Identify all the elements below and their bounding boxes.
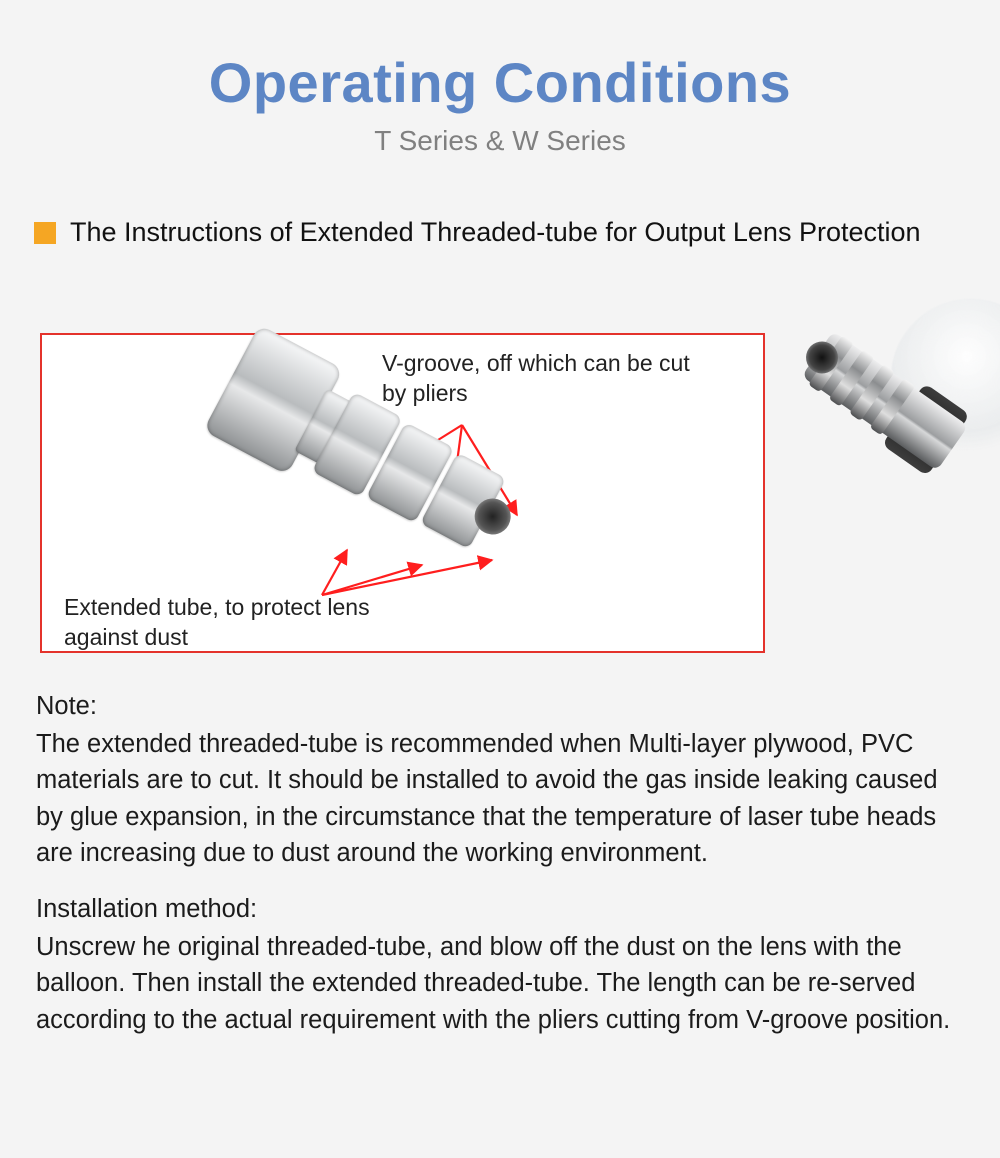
bullet-square-icon [34, 222, 56, 244]
page: Operating Conditions T Series & W Series… [0, 0, 1000, 1158]
diagram-frame: V-groove, off which can be cut by pliers [40, 333, 765, 653]
note-label: Note: [36, 688, 960, 724]
install-body: Unscrew he original threaded-tube, and b… [36, 929, 960, 1038]
section-heading-row: The Instructions of Extended Threaded-tu… [30, 217, 970, 248]
section-heading: The Instructions of Extended Threaded-tu… [70, 217, 921, 248]
page-title: Operating Conditions [30, 50, 970, 115]
page-subtitle: T Series & W Series [30, 125, 970, 157]
body-text: Note: The extended threaded-tube is reco… [30, 688, 970, 1038]
install-label: Installation method: [36, 891, 960, 927]
callout-vgroove: V-groove, off which can be cut by pliers [382, 349, 702, 409]
note-body: The extended threaded-tube is recommende… [36, 726, 960, 871]
callout-extended-tube: Extended tube, to protect lens against d… [64, 593, 384, 653]
figure-area: V-groove, off which can be cut by pliers [30, 278, 970, 658]
